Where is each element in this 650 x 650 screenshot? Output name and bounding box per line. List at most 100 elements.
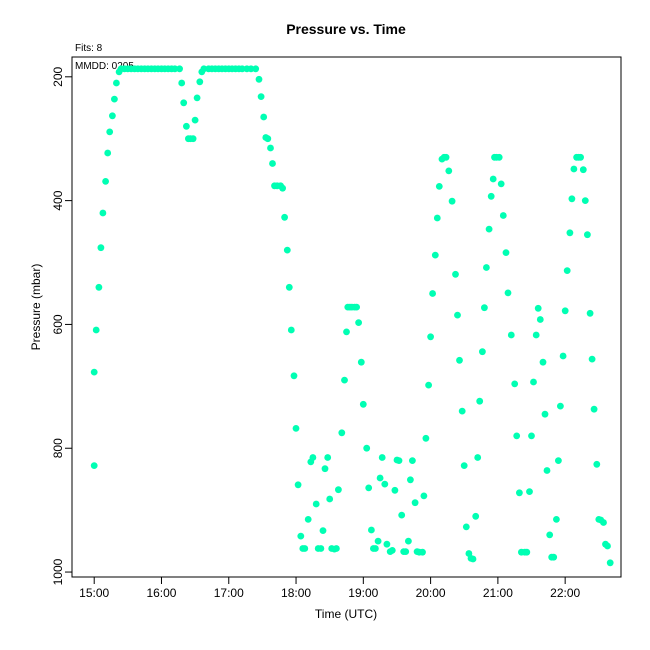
data-points [90, 65, 614, 567]
data-point [422, 434, 430, 442]
data-point [193, 94, 201, 102]
data-point [526, 488, 533, 495]
data-point [267, 144, 274, 152]
data-point [321, 465, 329, 473]
data-point [528, 432, 535, 440]
data-point [317, 545, 325, 552]
data-point [176, 65, 184, 73]
data-point [290, 372, 298, 380]
data-point [513, 432, 521, 440]
data-point [405, 537, 412, 545]
data-point [489, 175, 497, 183]
data-point [462, 523, 470, 531]
data-point [395, 457, 403, 464]
x-tick-label: 19:00 [348, 586, 378, 600]
data-point [502, 249, 510, 256]
data-point [523, 548, 531, 556]
data-point [343, 328, 350, 336]
data-point [469, 555, 477, 563]
data-point [357, 358, 365, 366]
x-tick-label: 18:00 [281, 586, 311, 600]
data-point [99, 209, 107, 217]
data-point [178, 79, 186, 87]
data-point [376, 474, 384, 482]
data-point [532, 331, 540, 339]
x-tick-label: 21:00 [483, 586, 513, 600]
data-point [604, 542, 611, 550]
data-point [577, 153, 584, 161]
data-point [363, 444, 371, 452]
y-axis-label: Pressure (mbar) [29, 264, 43, 351]
data-point [407, 476, 414, 484]
data-point [287, 326, 295, 334]
data-point [442, 153, 450, 161]
data-point [106, 128, 114, 136]
data-point [586, 309, 594, 317]
data-point [593, 460, 601, 468]
x-tick-label: 17:00 [214, 586, 244, 600]
data-point [579, 166, 587, 174]
x-tick-label: 20:00 [416, 586, 446, 600]
data-point [534, 304, 542, 312]
data-point [301, 545, 309, 552]
data-point [260, 113, 268, 121]
data-point [606, 559, 614, 567]
data-point [530, 378, 537, 386]
data-point [283, 246, 291, 254]
data-point [495, 153, 503, 161]
chart-title: Pressure vs. Time [286, 21, 406, 37]
data-point [104, 149, 112, 157]
data-point [427, 333, 434, 341]
data-point [324, 454, 332, 461]
data-point [516, 489, 523, 497]
data-point [238, 65, 246, 73]
data-point [247, 65, 255, 73]
data-point [111, 95, 118, 103]
data-point [435, 183, 443, 190]
data-point [479, 348, 486, 356]
data-point [191, 116, 199, 124]
data-point [561, 307, 569, 315]
data-point [460, 462, 468, 469]
data-point [550, 553, 558, 561]
data-point [381, 480, 389, 488]
data-point [257, 93, 265, 100]
data-point [541, 410, 549, 418]
data-point [420, 492, 428, 500]
mmdd-annotation: MMDD: 0205 [75, 61, 134, 72]
data-point [504, 289, 512, 297]
data-point [255, 75, 263, 83]
data-point [448, 197, 456, 205]
data-point [113, 79, 120, 87]
data-point [90, 368, 98, 376]
fits-annotation: Fits: 8 [75, 43, 103, 54]
data-point [95, 283, 103, 291]
data-point [171, 65, 179, 73]
data-point [425, 381, 432, 389]
data-point [419, 548, 426, 556]
x-tick-label: 22:00 [550, 586, 580, 600]
data-point [402, 548, 410, 555]
data-point [333, 545, 340, 552]
data-point [312, 500, 320, 508]
data-point [292, 425, 300, 432]
data-point [452, 270, 459, 278]
data-point [285, 283, 293, 291]
data-point [374, 537, 382, 545]
y-axis: 200 400 600 800 1000 [51, 66, 73, 585]
data-point [600, 519, 607, 526]
data-point [200, 65, 208, 73]
x-axis: 15:00 16:00 17:00 18:00 19:00 20:00 21:00 22:00 [79, 576, 580, 600]
data-point [359, 400, 367, 408]
data-point [309, 454, 317, 461]
data-point [102, 178, 109, 185]
data-point [109, 112, 116, 120]
data-point [454, 311, 461, 319]
data-point [378, 454, 386, 461]
data-point [584, 231, 591, 239]
y-tick-label: 200 [51, 66, 65, 86]
data-point [474, 454, 482, 461]
data-point [326, 495, 334, 503]
data-point [499, 212, 507, 219]
